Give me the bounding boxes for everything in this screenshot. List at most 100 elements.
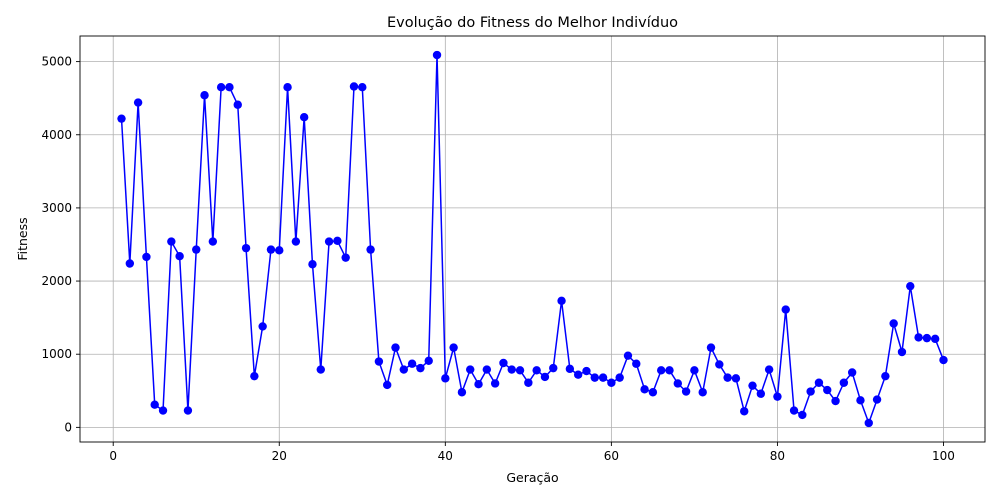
data-point: [781, 305, 790, 314]
data-point: [856, 396, 865, 405]
y-tick-label: 2000: [41, 274, 72, 288]
data-point: [673, 379, 682, 388]
data-point: [142, 252, 151, 262]
data-point: [216, 83, 226, 92]
data-point: [906, 281, 915, 291]
data-point: [507, 365, 516, 374]
y-tick-label: 0: [64, 420, 72, 434]
x-tick-label: 80: [770, 449, 785, 463]
data-point: [399, 365, 409, 374]
data-point: [582, 366, 591, 376]
data-point: [208, 237, 218, 246]
data-point: [648, 388, 658, 397]
data-point: [515, 366, 525, 375]
data-point: [175, 251, 184, 261]
data-point: [847, 368, 857, 377]
data-point: [806, 387, 815, 396]
data-point: [250, 371, 259, 381]
x-tick-label: 100: [932, 449, 955, 463]
data-point: [200, 91, 209, 100]
data-point: [383, 380, 392, 390]
data-point: [333, 236, 342, 246]
y-tick-label: 3000: [41, 201, 72, 215]
data-point: [598, 373, 608, 382]
data-point: [441, 374, 450, 383]
data-point: [748, 381, 757, 390]
grid-layer: [80, 36, 985, 442]
data-point: [158, 406, 168, 415]
data-point: [640, 385, 649, 394]
data-point: [939, 355, 948, 365]
data-point: [557, 296, 566, 306]
data-point: [914, 333, 923, 342]
data-point: [150, 400, 159, 409]
data-point: [258, 322, 267, 331]
data-point: [723, 373, 732, 382]
data-point: [740, 407, 749, 416]
data-point: [341, 253, 350, 262]
data-point: [192, 245, 201, 254]
data-point: [607, 378, 616, 387]
data-point: [299, 113, 309, 122]
data-point: [374, 357, 384, 366]
data-point: [823, 385, 832, 395]
data-point: [798, 410, 807, 420]
data-point: [308, 260, 317, 269]
y-tick-label: 5000: [41, 55, 72, 69]
data-point: [590, 373, 599, 382]
data-point: [665, 366, 674, 375]
data-point: [764, 365, 774, 374]
data-point: [241, 243, 251, 253]
data-point: [540, 372, 550, 382]
data-point: [233, 100, 242, 109]
data-point: [864, 418, 873, 428]
y-axis-label: Fitness: [15, 217, 30, 260]
data-point: [881, 371, 890, 381]
chart-title: Evolução do Fitness do Melhor Indivíduo: [387, 15, 678, 31]
data-point: [573, 370, 583, 379]
x-tick-label: 20: [272, 449, 287, 463]
data-point: [756, 389, 766, 398]
data-point: [897, 347, 907, 357]
data-point: [183, 406, 193, 415]
data-point: [831, 396, 840, 406]
data-point: [407, 359, 417, 368]
data-point: [656, 366, 666, 375]
series-layer: [117, 50, 948, 428]
data-point: [681, 387, 691, 396]
data-point: [167, 237, 176, 246]
data-point: [814, 378, 824, 387]
data-point: [715, 360, 724, 369]
data-point: [632, 359, 641, 368]
data-point: [391, 343, 400, 352]
data-point: [889, 319, 898, 328]
data-point: [349, 82, 359, 91]
data-point: [366, 245, 375, 254]
data-point: [117, 114, 126, 123]
data-point: [457, 388, 467, 397]
data-point: [358, 83, 367, 92]
y-tick-label: 1000: [41, 347, 72, 361]
data-point: [698, 388, 707, 397]
data-point: [474, 380, 483, 389]
series-line: [120, 54, 945, 424]
data-point: [499, 358, 508, 368]
data-point: [549, 363, 558, 373]
data-point: [466, 365, 475, 374]
data-point: [922, 333, 932, 343]
y-tick-label: 4000: [41, 128, 72, 142]
data-point: [324, 237, 334, 246]
data-point: [125, 259, 135, 268]
data-point: [449, 343, 458, 352]
data-point: [565, 364, 575, 374]
data-point: [690, 366, 699, 375]
data-point: [416, 363, 425, 373]
data-point: [839, 378, 849, 387]
data-point: [424, 356, 433, 365]
data-point: [291, 237, 301, 246]
data-point: [432, 50, 442, 60]
data-point: [930, 334, 940, 344]
data-point: [482, 365, 492, 374]
data-point: [316, 365, 325, 374]
